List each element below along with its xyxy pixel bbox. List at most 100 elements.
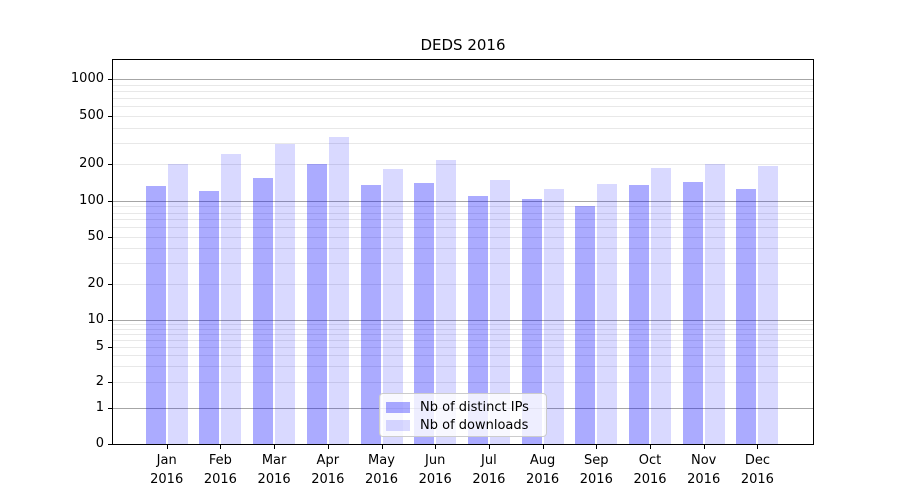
gridline-minor [113, 333, 813, 335]
bar-downloads-sep [597, 184, 618, 444]
y-tick [108, 115, 112, 117]
x-tick-label: Nov 2016 [687, 453, 721, 487]
y-tick [108, 381, 112, 383]
gridline-minor [113, 346, 813, 348]
legend-entry: Nb of distinct IPs [386, 399, 538, 416]
bar-distinct-ips-jan [145, 185, 166, 444]
y-tick [108, 444, 112, 445]
y-tick [108, 346, 112, 348]
x-tick [220, 445, 222, 449]
bar-distinct-ips-mar [253, 177, 274, 444]
y-tick [108, 236, 112, 238]
gridline-minor [113, 263, 813, 265]
x-tick [488, 445, 490, 449]
y-tick-label: 10 [87, 312, 104, 327]
y-tick-label: 1 [95, 400, 104, 415]
bar-distinct-ips-aug [521, 198, 542, 444]
gridline-minor [113, 366, 813, 367]
x-tick-label: Apr 2016 [311, 453, 345, 487]
x-tick [650, 445, 651, 449]
gridline-minor [113, 106, 813, 108]
bar-downloads-jan [167, 164, 188, 444]
gridline-minor [113, 164, 813, 166]
gridline-minor [113, 236, 813, 238]
legend-swatch [386, 420, 410, 431]
grid-layer [113, 60, 813, 444]
y-tick-label: 2 [95, 373, 104, 389]
bar-downloads-jun [436, 160, 457, 444]
y-tick-label: 100 [79, 193, 104, 208]
bar-distinct-ips-may [360, 184, 381, 444]
bar-downloads-oct [651, 168, 671, 444]
x-tick [381, 445, 383, 449]
gridline-minor [113, 212, 813, 214]
bar-distinct-ips-apr [306, 163, 327, 444]
gridline-minor [113, 328, 813, 330]
bar-distinct-ips-jul [467, 196, 488, 444]
gridline-minor [113, 90, 813, 92]
bar-downloads-apr [328, 136, 349, 444]
x-tick [596, 445, 598, 449]
gridline-minor [113, 248, 813, 250]
gridline-minor [113, 219, 813, 221]
x-tick [327, 445, 329, 449]
x-tick [757, 445, 759, 449]
bar-distinct-ips-jun [414, 183, 435, 444]
bar-downloads-may [382, 168, 403, 444]
chart-title: DEDS 2016 [420, 36, 506, 54]
gridline-major [113, 320, 813, 321]
x-tick-label: Sep 2016 [579, 453, 613, 487]
gridline-minor [113, 381, 813, 383]
bar-distinct-ips-dec [736, 188, 757, 444]
y-tick-label: 5 [95, 338, 104, 354]
gridline-minor [113, 284, 813, 286]
legend-entry: Nb of downloads [386, 417, 538, 434]
y-tick-label: 1000 [70, 71, 104, 86]
y-tick-label: 0 [95, 436, 104, 451]
x-tick [435, 445, 437, 449]
gridline-minor [113, 97, 813, 99]
y-tick [108, 164, 112, 166]
x-tick [703, 445, 705, 449]
gridline-minor [113, 227, 813, 229]
gridline-minor [113, 206, 813, 208]
gridline-major [113, 79, 813, 80]
gridline-major [113, 201, 813, 202]
x-tick-label: Dec 2016 [740, 453, 774, 487]
legend: Nb of distinct IPs Nb of downloads [379, 393, 547, 437]
bar-distinct-ips-sep [575, 205, 596, 444]
x-tick-label: Jan 2016 [150, 453, 184, 487]
x-tick-label: Aug 2016 [526, 453, 560, 487]
y-tick-label: 200 [79, 156, 104, 172]
gridline-minor [113, 127, 813, 129]
gridline-minor [113, 355, 813, 356]
x-tick-label: Oct 2016 [633, 453, 667, 487]
bar-layer [113, 60, 813, 444]
x-tick-label: Mar 2016 [257, 453, 291, 487]
y-tick-label: 500 [79, 107, 104, 123]
bar-downloads-aug [543, 189, 564, 444]
x-tick-label: Feb 2016 [203, 453, 237, 487]
y-tick-label: 50 [87, 228, 104, 244]
x-tick-label: Jul 2016 [472, 453, 506, 487]
y-tick [108, 79, 112, 80]
gridline-minor [113, 142, 813, 144]
x-tick-label: May 2016 [364, 453, 399, 487]
bar-downloads-jul [489, 179, 510, 444]
plot-area: Nb of distinct IPs Nb of downloads [112, 59, 814, 445]
bar-distinct-ips-feb [199, 191, 220, 444]
y-tick [108, 201, 112, 202]
x-tick-label: Jun 2016 [418, 453, 452, 487]
gridline-minor [113, 115, 813, 117]
x-tick [166, 445, 168, 449]
bar-downloads-mar [275, 143, 296, 444]
bar-downloads-dec [758, 166, 779, 444]
bar-distinct-ips-nov [682, 182, 703, 444]
gridline-minor [113, 339, 813, 341]
y-tick [108, 320, 112, 321]
bar-downloads-feb [221, 154, 242, 444]
bar-distinct-ips-oct [629, 184, 649, 444]
x-tick [542, 445, 544, 449]
y-tick [108, 284, 112, 286]
gridline-minor [113, 324, 813, 325]
